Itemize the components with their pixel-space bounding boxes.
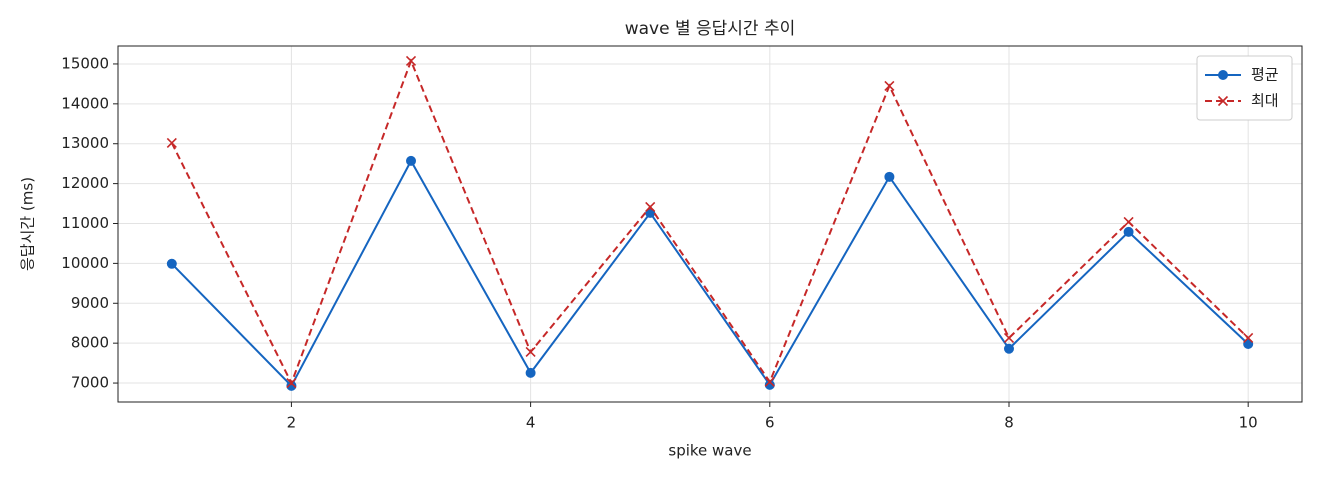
series-line	[171, 158, 1249, 388]
marker	[166, 137, 177, 148]
series-line	[170, 58, 1249, 386]
marker	[286, 377, 297, 389]
legend-marker	[1217, 95, 1229, 107]
marker	[645, 201, 656, 213]
marker	[405, 55, 417, 67]
y-tick-label: 11000	[61, 214, 109, 232]
marker	[1243, 332, 1254, 344]
x-tick-label: 8	[1004, 414, 1014, 432]
marker	[1003, 343, 1014, 354]
y-tick-label: 15000	[61, 54, 109, 72]
marker	[525, 346, 536, 358]
x-tick-label: 6	[765, 414, 775, 432]
y-axis-label: 응답시간 (ms)	[19, 177, 37, 271]
y-tick-label: 12000	[61, 174, 109, 192]
marker	[1123, 216, 1134, 227]
marker	[406, 155, 417, 166]
y-tick-label: 9000	[71, 294, 109, 312]
x-tick-label: 4	[526, 414, 536, 432]
marker	[1003, 332, 1015, 344]
grid	[118, 46, 1302, 402]
y-tick-label: 13000	[61, 134, 109, 152]
marker	[764, 376, 775, 387]
legend-marker	[1218, 70, 1228, 80]
marker	[166, 258, 177, 269]
marker	[1123, 226, 1134, 237]
y-tick-label: 10000	[61, 254, 109, 272]
legend-label: 최대	[1251, 92, 1279, 110]
marker	[286, 380, 297, 391]
marker	[884, 171, 895, 182]
x-tick-label: 10	[1239, 414, 1258, 432]
marker	[884, 80, 895, 91]
y-tick-label: 8000	[71, 334, 109, 352]
chart-title: wave 별 응답시간 추이	[625, 19, 796, 39]
y-tick-label: 14000	[61, 94, 109, 112]
legend-label: 평균	[1251, 66, 1279, 84]
plot	[166, 55, 1254, 391]
marker	[525, 367, 536, 378]
x-axis-label: spike wave	[668, 442, 751, 460]
y-tick-label: 7000	[71, 374, 109, 392]
x-tick-label: 2	[287, 414, 297, 432]
marker	[764, 379, 775, 390]
